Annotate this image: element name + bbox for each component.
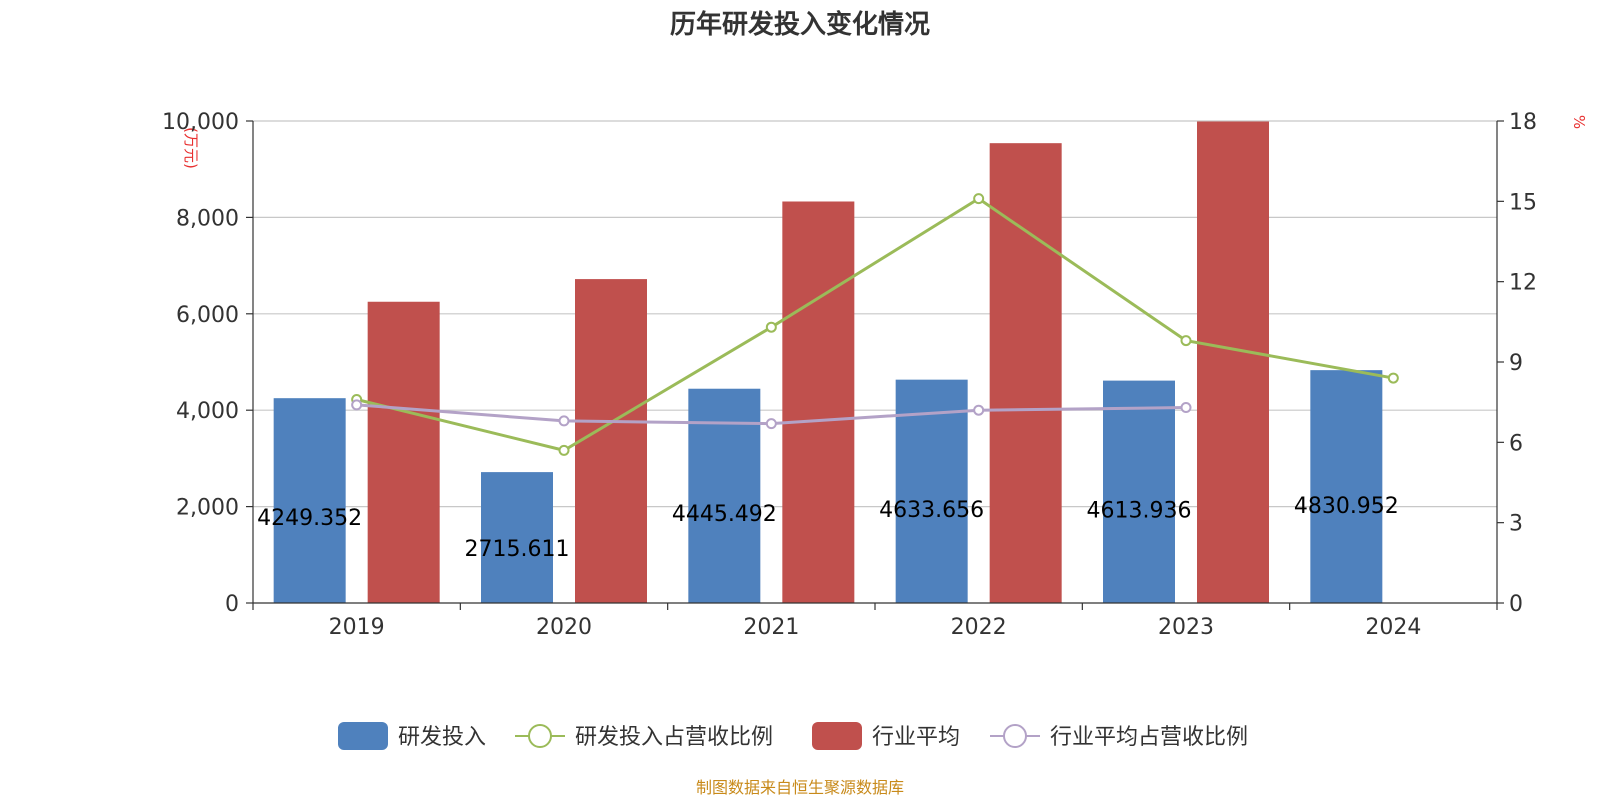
legend-swatch xyxy=(812,722,862,750)
bar-rd-investment xyxy=(273,398,346,603)
line-point xyxy=(1180,335,1192,347)
bar-rd-investment xyxy=(481,472,553,603)
legend-label: 研发投入 xyxy=(398,725,486,750)
x-tick-label: 2021 xyxy=(743,615,799,640)
legend-label: 行业平均 xyxy=(872,725,960,750)
right-tick-label: 9 xyxy=(1509,351,1523,376)
chart-title: 历年研发投入变化情况 xyxy=(670,9,930,40)
left-tick-label: 10,000 xyxy=(162,110,239,135)
line-point xyxy=(973,193,985,205)
left-tick-label: 4,000 xyxy=(176,399,239,424)
legend-marker xyxy=(528,724,552,748)
right-tick-label: 18 xyxy=(1509,110,1537,135)
data-label: 2715.611 xyxy=(465,537,570,562)
left-tick-label: 0 xyxy=(225,592,239,617)
right-tick-label: 12 xyxy=(1509,271,1537,296)
line-point xyxy=(558,415,570,427)
right-tick-label: 6 xyxy=(1509,431,1523,456)
bar-rd-investment xyxy=(1310,370,1383,603)
bar-industry-average xyxy=(367,301,440,603)
right-tick-label: 15 xyxy=(1509,190,1537,215)
x-tick-label: 2019 xyxy=(329,615,385,640)
x-tick-label: 2020 xyxy=(536,615,592,640)
axes: 0 2,000 4,000 6,000 8,000 10,000 0 3 6 9 12 15 18 201… xyxy=(162,110,1537,640)
line-point xyxy=(765,418,777,430)
x-tick-label: 2022 xyxy=(951,615,1007,640)
bars xyxy=(273,121,1383,604)
bar-industry-average xyxy=(575,279,647,603)
legend-marker xyxy=(1003,724,1027,748)
right-tick-label: 0 xyxy=(1509,592,1523,617)
grid-lines xyxy=(253,120,1497,508)
line-point xyxy=(973,404,985,416)
x-tick-label: 2023 xyxy=(1158,615,1214,640)
line-rd-ratio xyxy=(356,196,1394,452)
source-note: 制图数据来自恒生聚源数据库 xyxy=(696,778,904,797)
legend: 研发投入 研发投入占营收比例 行业平均 行业平均占营收比例 xyxy=(338,722,1248,750)
legend-swatch xyxy=(338,722,388,750)
bar-rd-investment xyxy=(895,379,968,603)
left-tick-label: 6,000 xyxy=(176,303,239,328)
data-label: 4445.492 xyxy=(672,502,777,527)
legend-label: 研发投入占营收比例 xyxy=(575,725,773,750)
right-axis-unit: % xyxy=(1570,115,1588,129)
data-label: 4830.952 xyxy=(1294,494,1399,519)
right-tick-label: 3 xyxy=(1509,512,1523,537)
line-point xyxy=(351,399,363,411)
data-labels: 4249.352 2715.611 4445.492 4633.656 4613.936… xyxy=(257,494,1399,562)
bar-industry-average xyxy=(989,143,1062,603)
line-point xyxy=(765,321,777,333)
bar-rd-investment xyxy=(688,388,761,603)
data-label: 4633.656 xyxy=(879,498,984,523)
legend-label: 行业平均占营收比例 xyxy=(1050,725,1248,750)
bar-industry-average xyxy=(782,201,855,603)
bar-industry-average xyxy=(1197,121,1269,604)
data-label: 4249.352 xyxy=(257,506,362,531)
line-point xyxy=(1180,402,1192,414)
left-tick-label: 2,000 xyxy=(176,496,239,521)
data-label: 4613.936 xyxy=(1087,499,1192,524)
left-axis-unit: (万元) xyxy=(182,127,200,169)
line-point xyxy=(1387,372,1399,384)
line-point xyxy=(558,444,570,456)
lines xyxy=(351,193,1399,456)
x-tick-label: 2024 xyxy=(1365,615,1421,640)
bar-rd-investment xyxy=(1103,380,1175,603)
left-tick-label: 8,000 xyxy=(176,206,239,231)
